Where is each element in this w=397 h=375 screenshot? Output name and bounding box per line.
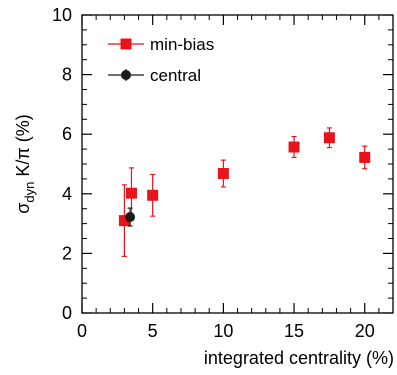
series-min-bias <box>118 127 371 257</box>
y-axis-label-main: σ <box>13 203 33 214</box>
data-layer <box>118 127 371 257</box>
legend: min-bias central <box>108 35 214 85</box>
tick-labels-layer: 0 5 10 15 20 0 2 4 6 8 10 <box>52 5 375 341</box>
data-point-square <box>323 132 335 144</box>
data-point-square <box>217 168 229 180</box>
x-tick-label: 15 <box>284 321 304 341</box>
ticks-layer <box>81 14 393 314</box>
y-axis-label-sub: dyn <box>22 182 37 203</box>
data-point-square <box>125 187 137 199</box>
y-tick-label: 2 <box>62 243 72 263</box>
y-tick-label: 8 <box>62 65 72 85</box>
y-tick-label: 6 <box>62 124 72 144</box>
x-tick-label: 20 <box>355 321 375 341</box>
data-point-square <box>147 189 159 201</box>
x-axis-label: integrated centrality (%) <box>204 348 394 368</box>
x-tick-label: 0 <box>77 321 87 341</box>
y-tick-label: 0 <box>62 303 72 323</box>
legend-label: central <box>150 66 201 85</box>
y-axis-label-rest: K/π (%) <box>13 114 33 181</box>
legend-label: min-bias <box>150 35 214 54</box>
x-tick-label: 5 <box>148 321 158 341</box>
x-tick-label: 10 <box>213 321 233 341</box>
series-central <box>125 207 136 227</box>
data-point-square <box>359 151 371 163</box>
y-tick-label: 4 <box>62 184 72 204</box>
legend-marker-circle <box>121 70 131 80</box>
y-axis-label: σdyn K/π (%) <box>13 114 37 214</box>
data-point-circle <box>125 212 136 223</box>
data-point-square <box>118 215 130 227</box>
plot-frame <box>81 14 394 314</box>
legend-marker-square <box>120 38 132 50</box>
data-point-square <box>288 141 300 153</box>
y-tick-label: 10 <box>52 5 72 25</box>
